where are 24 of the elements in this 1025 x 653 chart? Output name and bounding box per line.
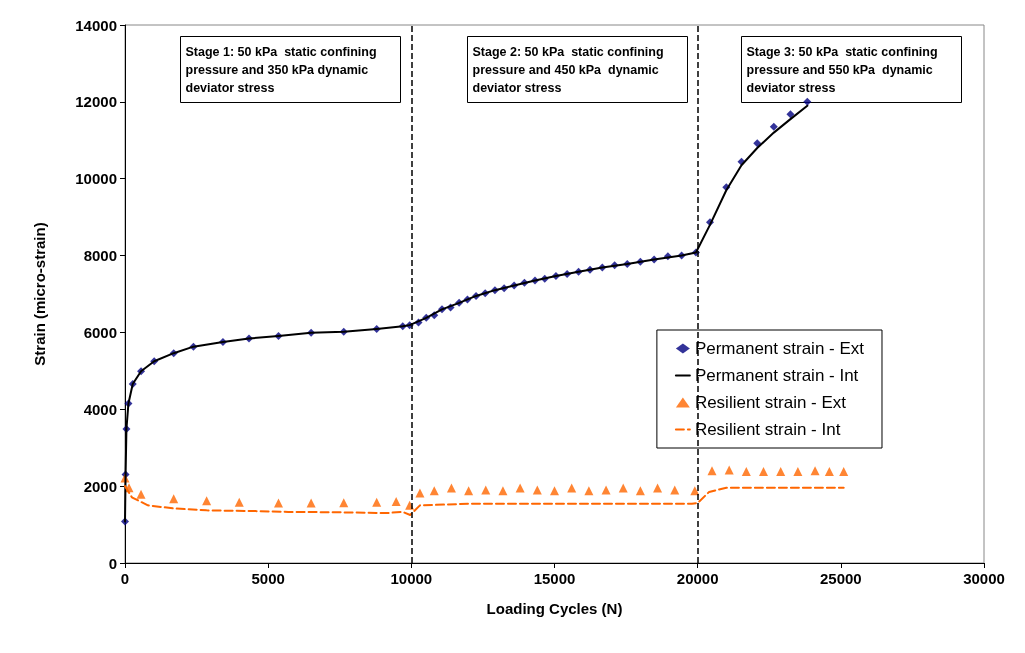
x-tick-label: 25000 — [819, 570, 862, 587]
annotation: Stage 1: 50 kPa static confining pressure and 350 kPa dynamic deviator stress — [185, 44, 381, 95]
y-tick-label: 6000 — [83, 323, 117, 341]
y-tick-label: 0 — [108, 554, 117, 572]
x-tick-label: 10000 — [390, 570, 433, 587]
annotation: Stage 3: 50 kPa static confining pressure and 550 kPa dynamic deviator stress — [746, 44, 942, 95]
legend-label: Resilient strain - Int — [694, 420, 841, 439]
y-tick-label: 2000 — [83, 477, 117, 495]
y-tick-label: 12000 — [75, 93, 117, 111]
y-axis-title: Strain (micro-strain) — [31, 222, 48, 366]
x-tick-label: 5000 — [251, 570, 285, 587]
annotation: Stage 2: 50 kPa static confining pressure and 450 kPa dynamic deviator stress — [472, 44, 668, 95]
x-tick-label: 20000 — [676, 570, 719, 587]
y-tick-label: 10000 — [75, 170, 117, 188]
legend-label: Permanent strain - Int — [694, 366, 859, 385]
legend-label: Permanent strain - Ext — [694, 339, 865, 358]
y-tick-label: 8000 — [83, 247, 117, 265]
x-tick-label: 0 — [120, 570, 130, 587]
legend-label: Resilient strain - Ext — [694, 393, 847, 412]
x-tick-label: 30000 — [963, 570, 1005, 587]
y-tick-label: 14000 — [75, 16, 117, 34]
y-tick-label: 4000 — [83, 400, 117, 418]
x-axis-title: Loading Cycles (N) — [486, 600, 623, 617]
x-tick-label: 15000 — [533, 570, 576, 587]
